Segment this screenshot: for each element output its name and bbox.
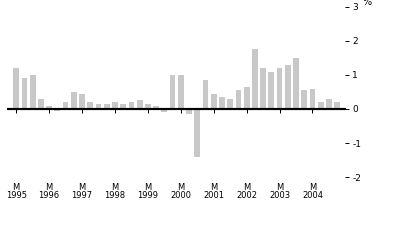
Text: M: M bbox=[78, 183, 86, 192]
Bar bbox=[71, 92, 77, 109]
Bar bbox=[178, 75, 184, 109]
Bar bbox=[162, 109, 167, 112]
Bar bbox=[202, 80, 208, 109]
Bar bbox=[186, 109, 192, 114]
Bar bbox=[112, 102, 118, 109]
Bar bbox=[13, 68, 19, 109]
Text: M: M bbox=[111, 183, 119, 192]
Text: M: M bbox=[177, 183, 184, 192]
Text: 2004: 2004 bbox=[302, 191, 323, 200]
Text: 2003: 2003 bbox=[269, 191, 290, 200]
Text: 1996: 1996 bbox=[39, 191, 60, 200]
Bar bbox=[46, 106, 52, 109]
Bar bbox=[219, 97, 225, 109]
Bar bbox=[334, 102, 340, 109]
Bar bbox=[87, 102, 93, 109]
Bar bbox=[137, 100, 143, 109]
Y-axis label: %: % bbox=[362, 0, 372, 7]
Text: 2000: 2000 bbox=[170, 191, 191, 200]
Text: 1995: 1995 bbox=[6, 191, 27, 200]
Bar bbox=[120, 104, 126, 109]
Text: 1998: 1998 bbox=[104, 191, 125, 200]
Bar bbox=[145, 104, 151, 109]
Text: 2001: 2001 bbox=[203, 191, 224, 200]
Bar bbox=[310, 89, 315, 109]
Bar bbox=[79, 94, 85, 109]
Bar bbox=[129, 102, 134, 109]
Bar bbox=[211, 94, 217, 109]
Bar bbox=[170, 75, 175, 109]
Bar bbox=[268, 72, 274, 109]
Text: M: M bbox=[276, 183, 283, 192]
Text: M: M bbox=[243, 183, 250, 192]
Bar bbox=[30, 75, 35, 109]
Text: 1999: 1999 bbox=[137, 191, 158, 200]
Bar bbox=[54, 109, 60, 111]
Bar bbox=[235, 90, 241, 109]
Bar bbox=[104, 104, 110, 109]
Bar bbox=[326, 99, 332, 109]
Bar bbox=[63, 102, 68, 109]
Bar bbox=[293, 58, 299, 109]
Bar bbox=[301, 90, 307, 109]
Text: 1997: 1997 bbox=[71, 191, 93, 200]
Text: M: M bbox=[210, 183, 217, 192]
Text: M: M bbox=[309, 183, 316, 192]
Text: 2002: 2002 bbox=[236, 191, 257, 200]
Bar bbox=[285, 65, 291, 109]
Bar bbox=[244, 87, 249, 109]
Bar bbox=[153, 106, 159, 109]
Text: M: M bbox=[13, 183, 20, 192]
Bar bbox=[318, 102, 324, 109]
Bar bbox=[21, 78, 27, 109]
Text: M: M bbox=[144, 183, 152, 192]
Bar bbox=[252, 49, 258, 109]
Bar bbox=[227, 99, 233, 109]
Bar bbox=[260, 68, 266, 109]
Text: M: M bbox=[46, 183, 53, 192]
Bar bbox=[38, 99, 44, 109]
Bar bbox=[277, 68, 282, 109]
Bar bbox=[96, 104, 101, 109]
Bar bbox=[195, 109, 200, 157]
